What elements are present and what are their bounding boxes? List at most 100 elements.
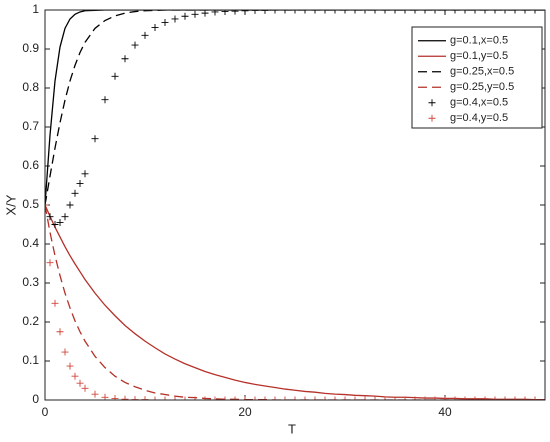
plus-marker — [201, 10, 209, 17]
plus-marker — [211, 10, 219, 16]
plus-marker — [281, 10, 289, 14]
plus-marker — [76, 180, 84, 188]
plus-marker — [221, 396, 229, 400]
legend-label: g=0.25,x=0.5 — [450, 66, 514, 78]
plus-marker — [371, 396, 379, 400]
plus-marker — [91, 390, 99, 398]
plus-marker — [411, 10, 419, 14]
plus-marker — [111, 72, 119, 80]
plus-marker — [311, 396, 319, 400]
plus-marker — [71, 372, 79, 380]
plus-marker — [401, 10, 409, 14]
plus-marker — [231, 10, 239, 15]
plus-marker — [461, 10, 469, 14]
plus-marker — [421, 10, 429, 14]
plus-marker — [501, 396, 509, 400]
plus-marker — [481, 396, 489, 400]
plus-marker — [131, 41, 139, 49]
plus-marker — [161, 396, 169, 400]
plus-marker — [481, 10, 489, 14]
plus-marker — [171, 15, 179, 23]
plus-marker — [371, 10, 379, 14]
plus-marker — [301, 396, 309, 400]
plus-marker — [341, 396, 349, 400]
plus-marker — [471, 10, 479, 14]
plus-marker — [491, 10, 499, 14]
plus-marker — [151, 24, 159, 32]
plus-marker — [71, 189, 79, 197]
plus-marker — [391, 10, 399, 14]
plus-marker — [56, 328, 64, 336]
plus-marker — [251, 396, 259, 400]
plus-marker — [76, 379, 84, 387]
plus-marker — [151, 396, 159, 400]
axes-box — [44, 9, 546, 401]
y-tick-label: 0.3 — [22, 275, 39, 289]
y-tick-label: 0 — [32, 392, 39, 406]
plus-marker — [141, 31, 149, 39]
plus-marker — [61, 213, 69, 221]
plus-marker — [271, 396, 279, 400]
plus-marker — [291, 10, 299, 14]
plus-marker — [181, 396, 189, 400]
plus-marker — [451, 396, 459, 400]
plus-marker — [331, 10, 339, 14]
plus-marker — [451, 10, 459, 14]
legend-label: g=0.1,x=0.5 — [450, 35, 508, 47]
plus-marker — [381, 396, 389, 400]
plus-marker — [491, 396, 499, 400]
plus-marker — [331, 396, 339, 400]
y-tick-label: 0.2 — [22, 314, 39, 328]
legend-label: g=0.1,y=0.5 — [450, 50, 508, 62]
plus-marker — [51, 221, 59, 228]
plus-marker — [241, 396, 249, 400]
plus-marker — [441, 396, 449, 400]
plus-marker — [311, 10, 319, 14]
y-tick-label: 0.6 — [22, 158, 39, 172]
plus-marker — [361, 396, 369, 400]
plus-marker — [431, 10, 439, 14]
plus-marker — [111, 394, 119, 400]
plus-marker — [66, 201, 74, 209]
y-tick-label: 0.7 — [22, 119, 39, 133]
y-tick-label: 0.8 — [22, 80, 39, 94]
plus-marker — [161, 18, 169, 26]
plus-marker — [281, 396, 289, 400]
plus-marker — [191, 10, 199, 18]
plus-marker — [301, 10, 309, 14]
plus-marker — [361, 10, 369, 14]
plus-marker — [471, 396, 479, 400]
legend-box — [411, 26, 543, 129]
plus-marker — [56, 219, 64, 227]
legend-swatch — [428, 114, 436, 122]
plus-marker — [81, 384, 89, 392]
y-tick-label: 0.4 — [22, 236, 39, 250]
plus-marker — [46, 213, 54, 221]
plus-marker — [401, 396, 409, 400]
plus-marker — [351, 396, 359, 400]
legend-swatch — [428, 99, 436, 107]
plus-marker — [441, 10, 449, 14]
plus-marker — [46, 259, 54, 267]
plus-marker — [351, 10, 359, 14]
plus-marker — [461, 396, 469, 400]
plus-marker — [271, 10, 279, 14]
series-line — [45, 204, 545, 400]
y-tick-label: 0.5 — [22, 197, 39, 211]
y-tick-label: 0.9 — [22, 41, 39, 55]
x-tick-label: 40 — [438, 405, 452, 419]
plus-marker — [531, 10, 539, 14]
plus-marker — [51, 299, 59, 307]
x-tick-label: 20 — [238, 405, 252, 419]
plus-marker — [241, 10, 249, 15]
plus-marker — [521, 396, 529, 400]
y-tick-label: 1 — [32, 2, 39, 16]
plus-marker — [45, 201, 49, 209]
plus-marker — [381, 10, 389, 14]
plus-marker — [321, 396, 329, 400]
plus-marker — [81, 170, 89, 178]
plus-marker — [121, 55, 129, 63]
plus-marker — [501, 10, 509, 14]
plus-marker — [261, 396, 269, 400]
